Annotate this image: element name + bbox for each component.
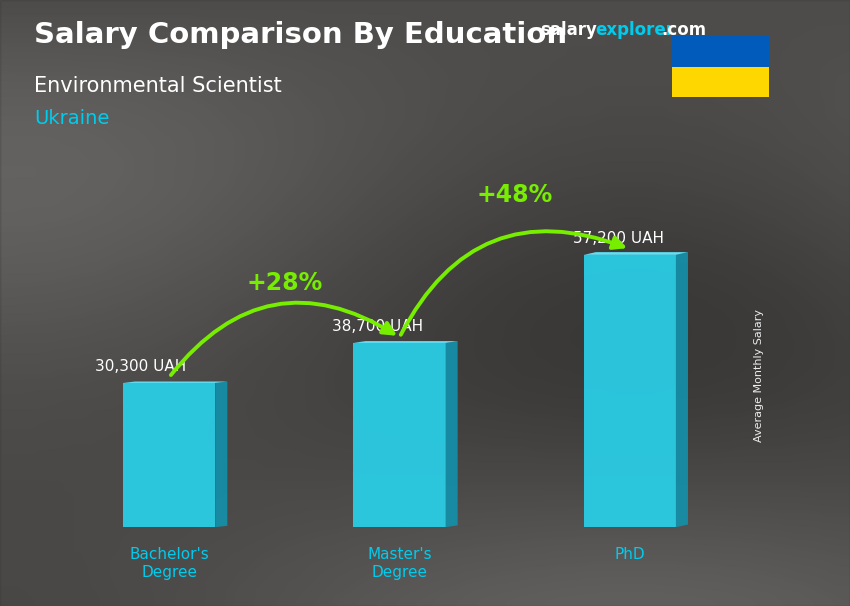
Polygon shape	[676, 252, 688, 527]
Text: explorer: explorer	[595, 21, 674, 39]
Polygon shape	[123, 382, 227, 383]
Bar	[672, 67, 769, 97]
Text: 30,300 UAH: 30,300 UAH	[95, 359, 186, 375]
Polygon shape	[123, 383, 215, 527]
Polygon shape	[354, 343, 445, 527]
Text: Salary Comparison By Education: Salary Comparison By Education	[34, 21, 567, 49]
Text: .com: .com	[661, 21, 706, 39]
Text: Ukraine: Ukraine	[34, 109, 110, 128]
Polygon shape	[445, 341, 457, 527]
Text: Master's
Degree: Master's Degree	[367, 547, 432, 579]
Polygon shape	[584, 252, 688, 255]
Text: salary: salary	[540, 21, 597, 39]
Text: PhD: PhD	[615, 547, 645, 562]
Text: 38,700 UAH: 38,700 UAH	[332, 319, 423, 335]
Text: 57,200 UAH: 57,200 UAH	[574, 231, 665, 246]
Text: Bachelor's
Degree: Bachelor's Degree	[129, 547, 209, 579]
Polygon shape	[584, 255, 676, 527]
Text: Average Monthly Salary: Average Monthly Salary	[754, 309, 764, 442]
Text: +28%: +28%	[246, 271, 322, 296]
Bar	[672, 36, 769, 67]
Text: +48%: +48%	[477, 184, 552, 207]
Polygon shape	[354, 341, 457, 343]
Polygon shape	[215, 382, 227, 527]
Text: Environmental Scientist: Environmental Scientist	[34, 76, 281, 96]
